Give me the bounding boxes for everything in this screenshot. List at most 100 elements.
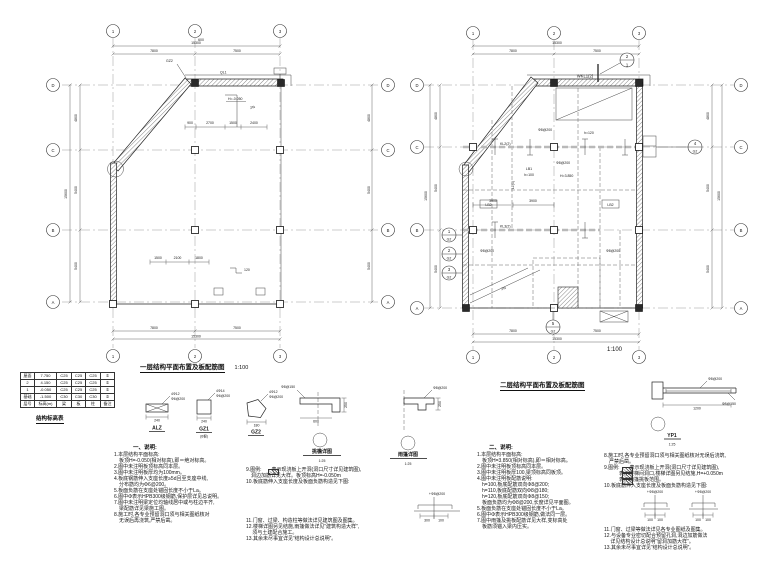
notes-b-part2: 11.门窗、过梁、构造柱等做法详见建筑图及图集。 12.楼梯详图另见结施,雨篷做… xyxy=(246,518,360,542)
right-plan-title: 二层结构平面布置及板配筋图 xyxy=(500,374,585,392)
drawing-label: 3900 xyxy=(529,199,537,203)
drawing-label: C xyxy=(51,148,54,153)
drawing-label: GZ2 xyxy=(166,59,173,63)
drawing-label: 600 xyxy=(313,420,319,424)
elevation-table: 屋面 7.750 C25 C25 C25 ① 2 4.150 C25 C25 C25 ① 1… xyxy=(20,372,115,408)
drawing-label: 2700 xyxy=(206,121,214,125)
drawing-label: H=-0.050 xyxy=(228,97,243,101)
drawing-label: B xyxy=(52,228,55,233)
legend-hatch-swatch xyxy=(268,468,279,475)
drawing-label: D xyxy=(739,83,742,88)
drawing-label: KL3(2) xyxy=(500,225,511,229)
drawing-label: 100 xyxy=(657,518,663,522)
drawing-label: D xyxy=(51,83,54,88)
drawing-label: 2 xyxy=(553,31,556,36)
drawing-label: 240 xyxy=(154,419,160,423)
drawing-label: 2 xyxy=(194,354,197,359)
detail-title: 挑檐详图 xyxy=(311,448,332,455)
drawing-label: 7500 xyxy=(233,49,241,53)
drawing-label: 2% xyxy=(501,286,507,291)
plan-title-text: 一层结构平面布置及板配筋图 xyxy=(140,361,225,373)
drawing-label: WKL1(2) xyxy=(577,74,594,79)
drawing-label: 4800 xyxy=(367,114,371,122)
drawing-label: D xyxy=(386,83,389,88)
drawing-label: 3 xyxy=(638,31,641,36)
drawing-label: Φ8@200 xyxy=(538,128,552,132)
drawing-label: 250 xyxy=(438,401,442,407)
drawing-label: +Φ8@200 xyxy=(647,490,663,494)
drawing-label: 1 xyxy=(112,354,115,359)
drawing-label: Φ8@150 xyxy=(722,402,736,406)
plan-scale: 1:100 xyxy=(234,365,249,371)
drawing-label: Φ8@200 xyxy=(556,161,570,165)
drawing-label: 3 xyxy=(279,354,282,359)
drawing-label: 2100 xyxy=(174,256,182,260)
drawing-label: +Φ8@200 xyxy=(429,492,445,496)
drawing-label: 5400 xyxy=(367,262,371,270)
drawing-label: 3 xyxy=(638,355,641,360)
drawing-label: 1800 xyxy=(195,256,203,260)
drawing-label: 15300 xyxy=(552,41,562,45)
drawing-label: 7500 xyxy=(233,326,241,330)
drawing-label: 4Φ14 xyxy=(216,389,225,393)
drawing-label: 15300 xyxy=(191,41,201,45)
drawing-label: Φ8@200 xyxy=(606,249,620,253)
drawing-label: 4800 xyxy=(434,112,438,120)
notes-d-part2: 11.门窗、过梁等做法详见各专业图纸及图集。 12.与设备专业密切配合预留孔洞,… xyxy=(604,527,708,551)
drawing-label: 7500 xyxy=(593,49,601,53)
section-label: GZ1 xyxy=(199,427,209,433)
drawing-label: 7800 xyxy=(509,49,517,53)
drawing-label: 2% xyxy=(250,105,256,110)
detail-1: Φ8@150 250 600 挑檐详图 1:25 xyxy=(281,385,348,463)
drawing-label: G2 xyxy=(447,276,452,280)
notes-a-body: 1.本层结构平面标高: 板顶H=-0.050(相对标高),即＝绝对标高。 2.图… xyxy=(114,452,223,524)
table-row: 基础 -1.500 C30 C30 C30 ② xyxy=(20,393,115,401)
drawing-label: KL2(2) xyxy=(500,142,511,146)
drawing-label: 15600 xyxy=(717,191,721,201)
table-row: 2 4.150 C25 C25 C25 ① xyxy=(20,379,115,387)
table-row: 屋面 7.750 C25 C25 C25 ① xyxy=(20,372,115,380)
drawing-label: Φ8@150 xyxy=(281,385,295,389)
axis-bubble-label: 2 xyxy=(194,29,197,34)
drawing-label: 4Φ12 xyxy=(171,392,180,396)
drawing-label: 5400 xyxy=(74,186,78,194)
drawing-label: h=100 xyxy=(524,173,534,177)
drawing-label: 100 xyxy=(647,518,653,522)
drawing-label: G2 xyxy=(551,330,556,334)
drawing-label: 7800 xyxy=(150,49,158,53)
drawing-label: LB2 xyxy=(607,203,613,207)
drawing-label: 100 xyxy=(438,519,444,523)
drawing-label: 1 xyxy=(472,31,475,36)
drawing-label: Φ6@200 xyxy=(216,394,230,398)
drawing-label: 900 xyxy=(187,121,193,125)
drawing-label: C xyxy=(386,148,389,153)
drawing-label: 4800 xyxy=(74,114,78,122)
drawing-label: 300 xyxy=(424,519,430,523)
drawing-label: 5400 xyxy=(706,265,710,273)
drawing-label: Φ8@200 xyxy=(433,386,447,390)
drawing-label: 120 xyxy=(244,268,250,272)
drawing-label: 4800 xyxy=(706,112,710,120)
drawing-label: (6根) xyxy=(200,434,208,439)
drawing-label: 1:25 xyxy=(669,443,676,447)
right-plan-scale: 1:100 xyxy=(607,347,623,353)
drawing-label: LB1 xyxy=(526,167,532,171)
drawing-label: 3900 xyxy=(489,199,497,203)
left-plan: 1 2 3 1 2 3 D C B A D C B A 15300 7800 7… xyxy=(46,24,395,363)
detail-2: Φ8@200 250 雨篷详图 1:25 xyxy=(390,386,447,466)
rebar-diagram-b: +Φ8@200 300 100 xyxy=(414,492,460,523)
detail-title: YP1 xyxy=(667,433,677,439)
drawing-label: 5400 xyxy=(706,184,710,192)
column-sections: 240 4Φ12 Φ6@200 ALZ 240 4Φ14 Φ6@200 GZ1 … xyxy=(145,389,283,439)
drawing-label: 5400 xyxy=(434,265,438,273)
notes-c-header: 二、说明: xyxy=(489,445,513,451)
axis-bubble-label: 1 xyxy=(112,29,115,34)
drawing-label: A xyxy=(740,306,743,311)
drawing-label: G2 xyxy=(447,257,452,261)
drawing-label: H=3.850 xyxy=(560,174,573,178)
notes-a-header: 一、说明: xyxy=(133,445,157,451)
legend-hatch-swatch xyxy=(622,472,633,479)
drawing-label: 1:25 xyxy=(319,459,326,463)
drawing-label: 1500 xyxy=(154,256,162,260)
